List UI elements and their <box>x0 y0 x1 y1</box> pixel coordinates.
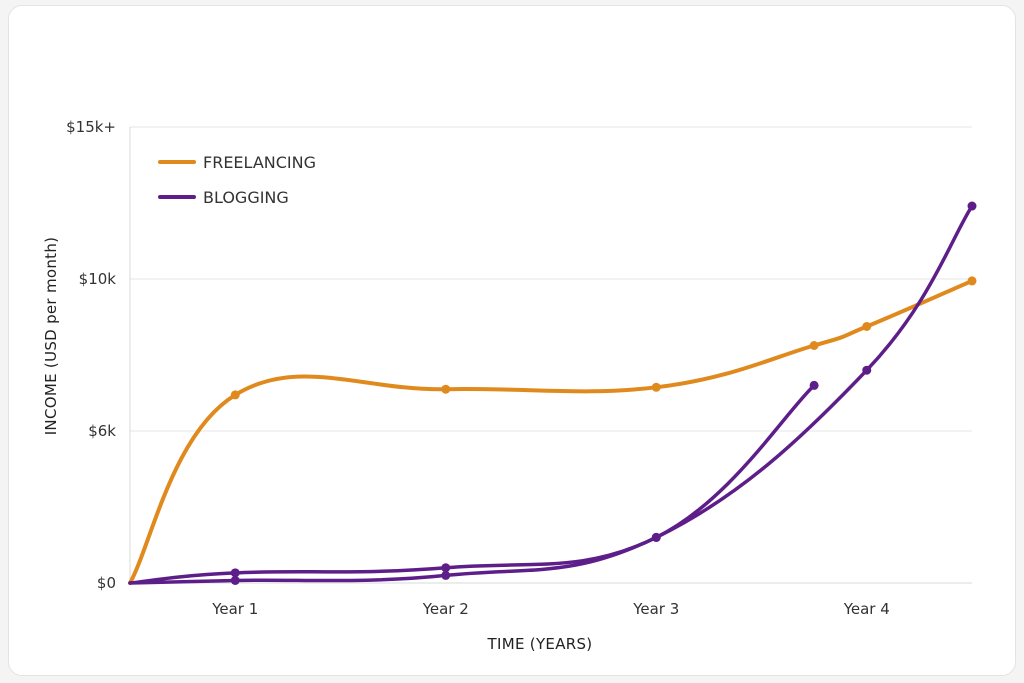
series-line <box>128 383 816 585</box>
x-axis-label: TIME (YEARS) <box>487 635 593 653</box>
series-blogging-2 <box>128 201 977 585</box>
y-tick-labels: $0 $6k $10k $15k+ <box>66 118 116 592</box>
series-freelancing <box>128 276 977 585</box>
legend-label-freelancing: FREELANCING <box>203 153 316 172</box>
series-line <box>128 278 974 585</box>
data-point <box>230 390 240 400</box>
data-point <box>967 201 977 211</box>
data-point <box>862 322 872 331</box>
series-lines <box>128 201 977 585</box>
gridlines <box>129 126 972 584</box>
x-tick-labels: Year 1 Year 2 Year 3 Year 4 <box>211 600 890 618</box>
y-tick-label: $10k <box>79 270 117 288</box>
x-tick-label: Year 3 <box>632 600 679 618</box>
data-point <box>441 570 451 580</box>
y-tick-label: $15k+ <box>66 118 116 136</box>
y-tick-label: $6k <box>88 422 116 440</box>
x-tick-label: Year 4 <box>843 600 890 618</box>
data-point <box>441 384 451 394</box>
data-point <box>230 575 240 585</box>
x-tick-label: Year 1 <box>211 600 258 618</box>
data-point <box>809 341 819 350</box>
data-point <box>230 568 240 578</box>
x-tick-label: Year 2 <box>422 600 469 618</box>
data-point <box>651 532 661 542</box>
data-point <box>862 365 872 375</box>
y-axis-label: INCOME (USD per month) <box>42 237 60 436</box>
data-point <box>441 563 451 573</box>
legend-label-blogging: BLOGGING <box>203 188 289 207</box>
data-point <box>651 382 661 392</box>
y-tick-label: $0 <box>97 574 116 592</box>
series-line <box>128 204 974 585</box>
data-point <box>967 276 977 286</box>
data-point <box>809 380 819 390</box>
legend: FREELANCING BLOGGING <box>158 153 316 207</box>
series-blogging <box>128 380 819 585</box>
